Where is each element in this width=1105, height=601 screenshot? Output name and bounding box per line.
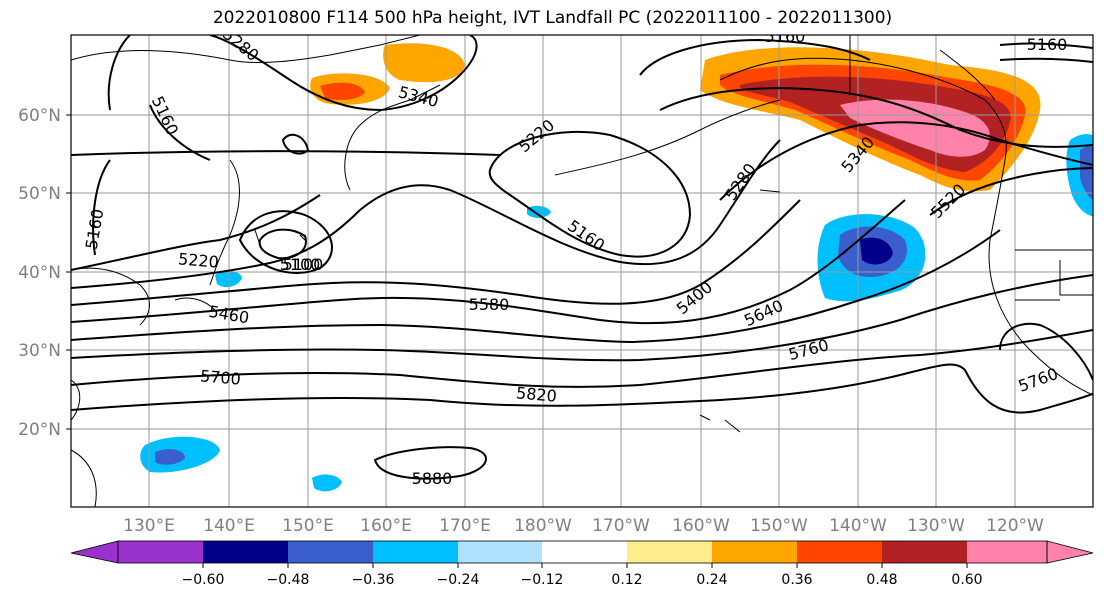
graticule xyxy=(71,35,1093,507)
colorbar-tick: −0.48 xyxy=(267,572,310,588)
colorbar-tick: 0.36 xyxy=(781,572,812,588)
contour-label: 5160 xyxy=(1027,35,1068,54)
colorbar-swatch xyxy=(797,541,882,563)
lon-label: 120°W xyxy=(986,516,1044,536)
contour-label: 5100 xyxy=(280,255,321,274)
lat-label: 50°N xyxy=(18,184,61,204)
contour-label: 5160 xyxy=(765,27,806,46)
height-contours xyxy=(71,35,1093,480)
colorbar-tick: −0.36 xyxy=(352,572,395,588)
contour-label: 5820 xyxy=(515,383,557,405)
colorbar-swatch xyxy=(882,541,967,563)
lon-label: 130°E xyxy=(123,516,175,536)
colorbar-extend-high xyxy=(1046,540,1094,564)
contour-label: 5220 xyxy=(177,249,219,271)
lon-label: 140°E xyxy=(203,516,255,536)
lon-label: 130°W xyxy=(907,516,965,536)
contour-label: 5100 xyxy=(283,255,324,274)
lat-label: 30°N xyxy=(18,341,61,361)
lon-label: 150°E xyxy=(282,516,334,536)
contour-label: 5880 xyxy=(412,469,453,488)
colorbar-swatch xyxy=(118,541,203,563)
colorbar-swatch xyxy=(542,541,627,563)
lat-label: 40°N xyxy=(18,263,61,283)
colorbar-tick: 0.24 xyxy=(696,572,727,588)
lon-label: 160°W xyxy=(672,516,730,536)
colorbar-swatch xyxy=(967,541,1047,563)
colorbar-swatch xyxy=(712,541,797,563)
map-title: 2022010800 F114 500 hPa height, IVT Land… xyxy=(212,8,893,28)
colorbar-swatch xyxy=(288,541,373,563)
contour-label: 5700 xyxy=(199,366,241,388)
lon-label: 180°W xyxy=(514,516,572,536)
lat-label: 20°N xyxy=(18,420,61,440)
colorbar-tick: −0.12 xyxy=(521,572,564,588)
colorbar-swatch xyxy=(203,541,288,563)
latitude-labels: 20°N 30°N 40°N 50°N 60°N xyxy=(18,106,61,440)
longitude-labels: 130°E 140°E 150°E 160°E 170°E 180°W 170°… xyxy=(123,516,1044,536)
colorbar: −0.60 −0.48 −0.36 −0.24 −0.12 0.12 0.24 … xyxy=(70,540,1094,588)
lon-label: 170°W xyxy=(592,516,650,536)
colorbar-tick: −0.60 xyxy=(182,572,225,588)
map-frame xyxy=(70,34,1094,508)
colorbar-swatch xyxy=(627,541,712,563)
lon-label: 170°E xyxy=(439,516,491,536)
lon-label: 150°W xyxy=(750,516,808,536)
axis-ticks xyxy=(66,114,71,430)
colorbar-extend-low xyxy=(70,540,119,564)
colorbar-swatch xyxy=(458,541,542,563)
colorbar-tick: 0.48 xyxy=(866,572,897,588)
lon-label: 160°E xyxy=(360,516,412,536)
lat-label: 60°N xyxy=(18,106,61,126)
colorbar-swatch xyxy=(373,541,458,563)
colorbar-tick: 0.12 xyxy=(611,572,642,588)
colorbar-tick: −0.24 xyxy=(437,572,480,588)
colorbar-tick: 0.60 xyxy=(951,572,982,588)
contour-label: 5580 xyxy=(469,295,510,314)
lon-label: 140°W xyxy=(829,516,887,536)
